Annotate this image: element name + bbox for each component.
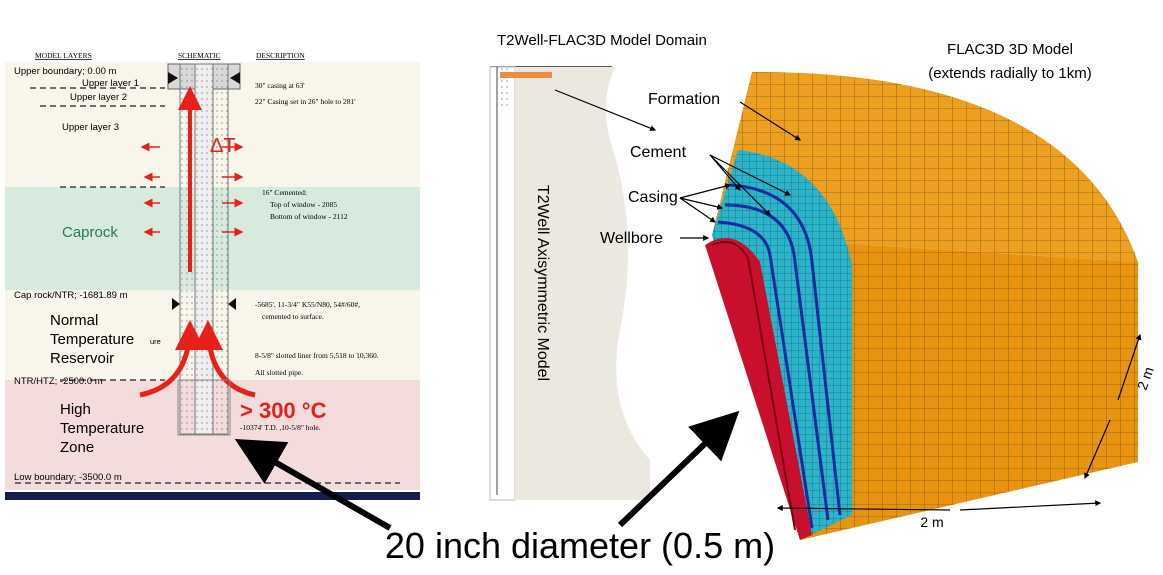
zone: Zone <box>60 439 94 456</box>
description: -10374' T.D. ,10-5/8" hole. <box>240 423 321 432</box>
zone: Normal <box>50 312 98 329</box>
part-label: Wellbore <box>600 230 663 247</box>
header: MODEL LAYERS <box>35 51 92 60</box>
description: Bottom of window - 2112 <box>270 212 348 221</box>
panel-title: FLAC3D 3D Model <box>947 41 1073 58</box>
description: Top of window - 2085 <box>270 200 337 209</box>
delta-t: ΔT <box>210 135 236 157</box>
header: DESCRIPTION <box>256 51 305 60</box>
panel-title: (extends radially to 1km) <box>928 65 1091 82</box>
boundary: Upper boundary; 0.00 m <box>14 66 117 77</box>
dimension: 2 m <box>920 514 943 530</box>
description: 8-5/8" slotted liner from 5,518 to 10,36… <box>255 351 379 360</box>
layer: Upper layer 1 <box>82 78 139 89</box>
description: 30" casing at 63' <box>255 81 305 90</box>
part-label: Casing <box>628 189 678 206</box>
description: All slotted pipe. <box>255 368 303 377</box>
boundary: Cap rock/NTR; -1681.89 m <box>14 290 128 301</box>
boundary: NTR/HTZ; -2500.0 m <box>14 376 103 387</box>
part-label: Formation <box>648 91 720 108</box>
header: SCHEMATIC <box>178 51 221 60</box>
part-label: Cement <box>630 144 687 161</box>
description: 22" Casing set in 26" hole to 281' <box>255 97 356 106</box>
zone: Temperature <box>60 420 144 437</box>
caption: 20 inch diameter (0.5 m) <box>385 525 775 566</box>
figure: MODEL LAYERS SCHEMATIC DESCRIPTION Upper… <box>0 0 1163 575</box>
temperature: > 300 °C <box>240 398 327 423</box>
stray-text: ure <box>150 337 161 346</box>
boundary: Low boundary; -3500.0 m <box>14 472 122 483</box>
domain-marker <box>500 72 552 78</box>
description: 16" Cemented: <box>262 188 307 197</box>
layer: Upper layer 2 <box>70 92 127 103</box>
model-label: T2Well Axisymmetric Model <box>534 185 551 381</box>
description: -5685', 11-3/4" K55/N80, 54#/60#, <box>255 300 360 309</box>
layer: Upper layer 3 <box>62 122 119 133</box>
base-bar <box>5 492 420 500</box>
description: cemented to surface. <box>262 312 324 321</box>
zone: Reservoir <box>50 350 114 367</box>
zone: Caprock <box>62 224 118 241</box>
panel-title: T2Well-FLAC3D Model Domain <box>497 32 707 49</box>
left-panel: MODEL LAYERS SCHEMATIC DESCRIPTION Upper… <box>5 51 420 500</box>
zone: Temperature <box>50 331 134 348</box>
zone: High <box>60 401 91 418</box>
